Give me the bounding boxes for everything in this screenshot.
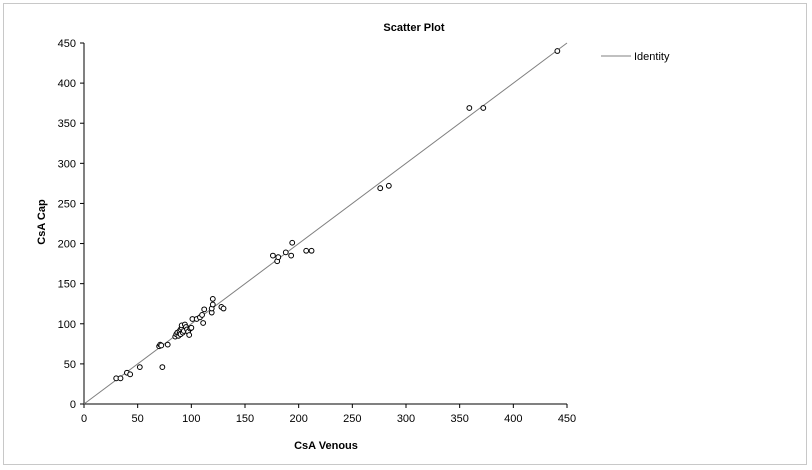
data-point <box>308 247 315 254</box>
data-point <box>288 252 295 259</box>
legend: Identity <box>601 51 670 63</box>
data-point <box>127 371 134 378</box>
chart-frame <box>3 3 807 465</box>
x-tick-label: 50 <box>132 413 144 425</box>
data-point <box>164 341 171 348</box>
data-point <box>188 324 195 331</box>
x-tick-label: 100 <box>182 413 200 425</box>
y-tick-label: 400 <box>58 78 76 90</box>
data-point <box>159 364 166 370</box>
data-point <box>209 301 216 308</box>
data-point <box>117 375 124 382</box>
y-tick-label: 150 <box>58 279 76 291</box>
x-tick-label: 300 <box>397 413 415 425</box>
y-tick-label: 450 <box>58 38 76 50</box>
data-points <box>113 48 561 382</box>
data-point <box>554 48 561 54</box>
data-point <box>201 306 208 313</box>
data-point <box>200 320 207 326</box>
identity-line <box>83 42 568 405</box>
data-point <box>136 364 143 370</box>
data-point <box>480 105 487 111</box>
data-point <box>289 239 296 246</box>
x-tick-label: 250 <box>343 413 361 425</box>
y-axis-title: CsA Cap <box>36 199 48 245</box>
x-tick-label: 450 <box>558 413 576 425</box>
y-tick-label: 0 <box>70 399 76 411</box>
x-tick-label: 200 <box>289 413 307 425</box>
data-point <box>220 305 227 312</box>
data-point <box>186 332 193 338</box>
x-axis-title: CsA Venous <box>294 440 358 452</box>
data-point <box>158 342 165 349</box>
data-point <box>275 254 282 261</box>
x-ticks: 0 50 100 150 200 250 300 350 400 450 <box>81 404 576 425</box>
y-tick-label: 300 <box>58 158 76 170</box>
data-point <box>303 247 310 254</box>
y-ticks: 0 50 100 150 200 250 300 350 400 450 <box>58 38 84 411</box>
y-tick-label: 100 <box>58 319 76 331</box>
chart-title: Scatter Plot <box>383 22 444 34</box>
data-point <box>209 296 216 302</box>
y-tick-label: 50 <box>64 359 76 371</box>
data-point <box>270 252 276 259</box>
x-tick-label: 150 <box>236 413 254 425</box>
data-point <box>385 182 392 189</box>
x-tick-label: 350 <box>450 413 468 425</box>
data-point <box>377 185 384 192</box>
legend-identity-label: Identity <box>634 51 670 63</box>
data-point <box>282 249 289 256</box>
x-tick-label: 0 <box>81 413 87 425</box>
data-point <box>466 105 473 111</box>
data-point <box>199 312 205 318</box>
y-tick-label: 350 <box>58 118 76 130</box>
y-tick-label: 200 <box>58 239 76 251</box>
plot-area: 0 50 100 150 200 250 300 350 400 450 0 50 100 150 200… <box>58 38 577 425</box>
x-tick-label: 400 <box>504 413 522 425</box>
y-tick-label: 250 <box>58 198 76 210</box>
